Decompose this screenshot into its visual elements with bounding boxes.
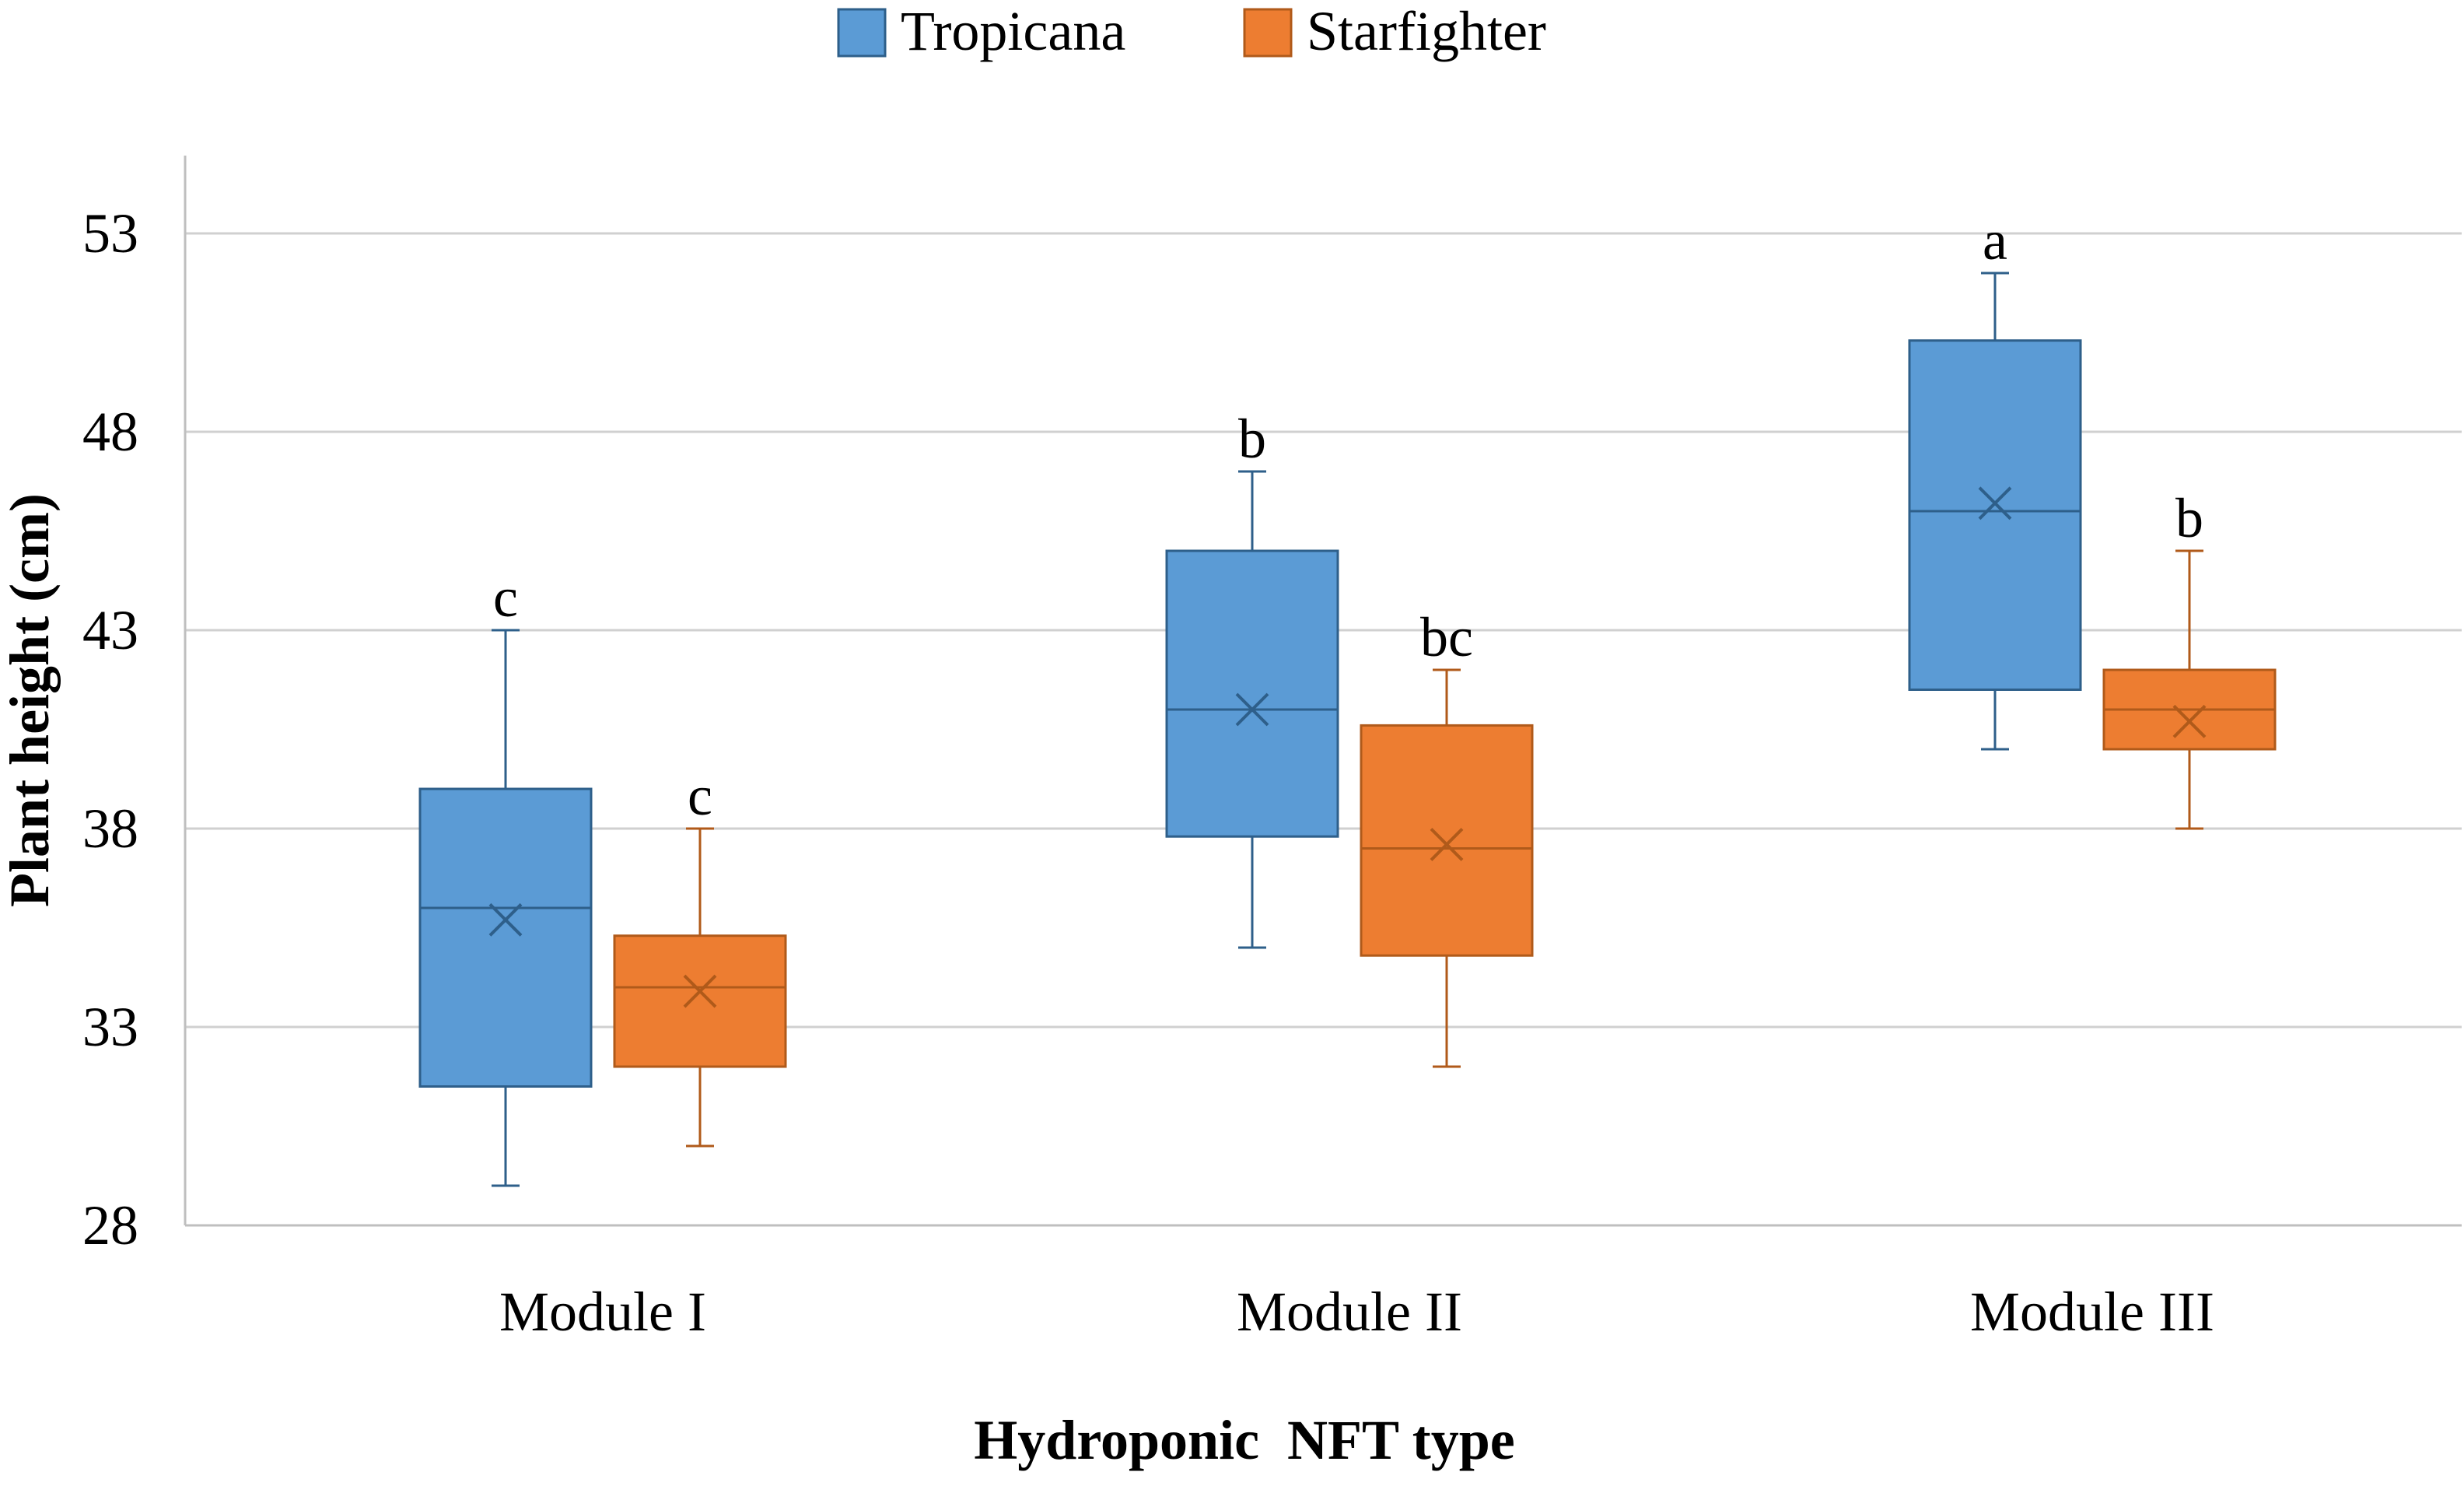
box-tropicana-3: a — [1908, 209, 2082, 751]
box-starfighter-1: c — [613, 765, 787, 1148]
mean-marker — [1235, 692, 1269, 727]
x-category-label: Module II — [1237, 1281, 1462, 1343]
mean-marker — [488, 902, 523, 937]
y-axis-title: Plant height (cm) — [0, 493, 61, 907]
legend: Tropicana Starfighter — [837, 0, 1546, 62]
x-axis-categories: Module I Module II Module III — [499, 1281, 2214, 1343]
y-tick-label: 33 — [82, 996, 138, 1058]
y-tick-label: 38 — [82, 797, 138, 860]
y-axis-ticks: 28 33 38 43 48 53 — [82, 202, 138, 1256]
x-category-label: Module III — [1970, 1281, 2214, 1343]
significance-letter: b — [1238, 408, 1266, 470]
legend-label-tropicana: Tropicana — [901, 0, 1125, 62]
iqr-box — [1360, 724, 1534, 957]
iqr-box — [418, 787, 593, 1088]
mean-marker — [2172, 704, 2207, 738]
x-category-label: Module I — [499, 1281, 706, 1343]
box-starfighter-3: b — [2102, 487, 2277, 830]
iqr-box — [1165, 549, 1339, 838]
legend-swatch-starfighter — [1243, 8, 1293, 58]
mean-marker — [1978, 486, 2012, 520]
box-tropicana-1: c — [418, 566, 593, 1187]
iqr-box — [613, 934, 787, 1068]
y-tick-label: 28 — [82, 1194, 138, 1256]
legend-label-starfighter: Starfighter — [1307, 0, 1546, 62]
y-tick-label: 48 — [82, 401, 138, 463]
significance-letter: c — [493, 566, 518, 629]
y-tick-label: 43 — [82, 599, 138, 661]
y-tick-label: 53 — [82, 202, 138, 265]
boxes: c b a c bc b — [418, 209, 2277, 1187]
significance-letter: b — [2175, 487, 2203, 549]
box-starfighter-2: bc — [1360, 606, 1534, 1068]
significance-letter: c — [688, 765, 712, 827]
mean-marker — [683, 974, 717, 1008]
x-axis-title: Hydroponic NFT type — [974, 1409, 1514, 1471]
legend-swatch-tropicana — [837, 8, 887, 58]
mean-marker — [1430, 827, 1464, 861]
iqr-box — [1908, 339, 2082, 691]
significance-letter: bc — [1420, 606, 1473, 668]
box-tropicana-2: b — [1165, 408, 1339, 949]
significance-letter: a — [1983, 209, 2007, 272]
